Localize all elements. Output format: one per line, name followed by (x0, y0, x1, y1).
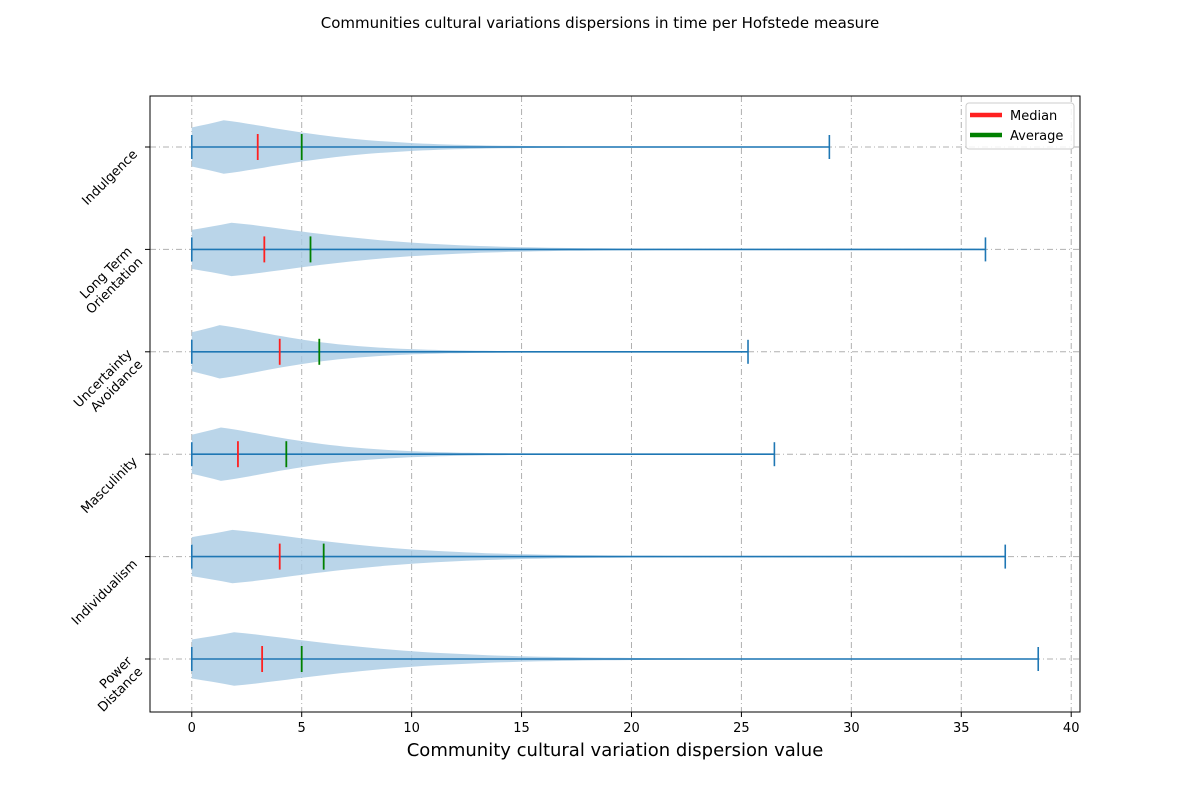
y-tick-label: UncertaintyAvoidance (71, 347, 146, 422)
x-tick-label: 0 (188, 721, 196, 736)
x-axis-label: Community cultural variation dispersion … (407, 740, 824, 761)
y-tick-label-line: Indulgence (79, 147, 140, 208)
y-tick-label: Individualism (69, 557, 141, 629)
grid-layer (150, 96, 1080, 712)
x-tick-label: 15 (513, 721, 530, 736)
legend: Median Average (965, 102, 1075, 150)
x-tick-label: 25 (733, 721, 750, 736)
legend-label: Median (1010, 109, 1057, 124)
y-tick-label: Masculinity (78, 454, 141, 517)
x-tick-label: 20 (623, 721, 640, 736)
y-tick-label: Indulgence (79, 147, 140, 208)
legend-label: Average (1010, 129, 1063, 144)
x-tick-label: 30 (843, 721, 860, 736)
y-tick-label: PowerDistance (85, 653, 147, 715)
violin-layer (190, 120, 1040, 686)
y-tick-label-line: Individualism (69, 557, 141, 629)
x-tick-label: 40 (1063, 721, 1080, 736)
chart-title: Communities cultural variations dispersi… (321, 14, 880, 32)
x-tick-label: 10 (403, 721, 420, 736)
x-tick-label: 35 (953, 721, 970, 736)
x-tick-label: 5 (298, 721, 306, 736)
plot-frame (149, 95, 1081, 713)
y-tick-label-line: Masculinity (78, 454, 141, 517)
y-tick-label: Long TermOrientation (73, 244, 146, 317)
